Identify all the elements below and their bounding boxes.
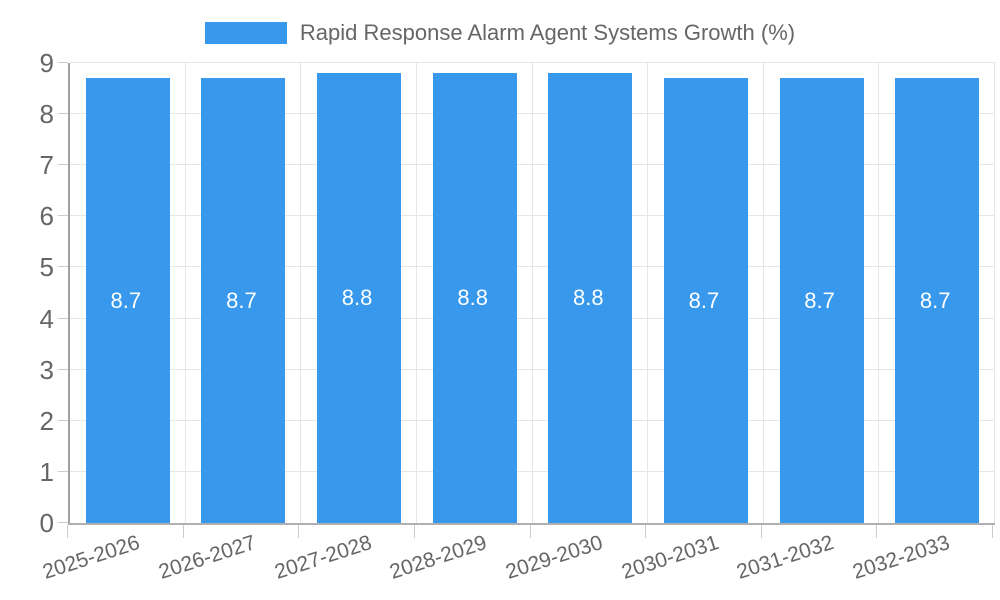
y-tick-label: 7	[39, 150, 54, 181]
y-tick-mark	[58, 62, 68, 63]
y-tick-mark	[58, 419, 68, 421]
legend[interactable]: Rapid Response Alarm Agent Systems Growt…	[0, 20, 1000, 46]
x-tick-mark	[760, 525, 762, 538]
y-tick-label: 4	[39, 303, 54, 334]
y-tick-label: 2	[39, 405, 54, 436]
legend-swatch	[204, 22, 287, 44]
y-gridline	[70, 317, 995, 319]
x-tick-label: 2028-2029	[387, 531, 490, 584]
bar-2027-2028[interactable]	[317, 73, 402, 523]
x-gridline	[531, 63, 533, 523]
y-tick-mark	[58, 113, 68, 115]
y-tick-label: 1	[39, 456, 54, 487]
y-tick-label: 5	[39, 252, 54, 283]
x-gridline	[184, 63, 186, 523]
x-tick-label: 2030-2031	[618, 531, 722, 584]
x-tick-mark	[298, 525, 300, 538]
y-tick-label: 6	[39, 201, 54, 232]
y-tick-label: 8	[39, 99, 54, 130]
x-tick-mark	[645, 525, 647, 538]
x-tick-label: 2025-2026	[40, 531, 143, 584]
y-tick-mark	[58, 266, 68, 268]
x-gridline	[415, 63, 417, 523]
y-gridline	[70, 368, 995, 370]
y-tick-label: 0	[39, 508, 54, 538]
bar-2025-2026[interactable]	[85, 78, 170, 523]
x-tick-mark	[876, 525, 878, 538]
y-tick-mark	[58, 164, 68, 166]
x-gridline	[994, 63, 995, 523]
x-tick-mark	[67, 525, 68, 538]
bar-2029-2030[interactable]	[548, 73, 633, 523]
x-tick-label: 2027-2028	[271, 531, 375, 584]
x-gridline	[878, 63, 880, 523]
y-tick-mark	[58, 522, 68, 523]
bar-2028-2029[interactable]	[432, 73, 517, 523]
y-tick-mark	[58, 215, 68, 217]
x-tick-label: 2031-2032	[734, 531, 837, 584]
y-tick-label: 9	[39, 48, 54, 78]
x-tick-mark	[992, 525, 993, 538]
y-gridline	[70, 470, 995, 472]
y-tick-label: 3	[39, 354, 54, 385]
x-tick-mark	[529, 525, 531, 538]
y-gridline	[70, 164, 995, 166]
bar-chart-plot-area	[68, 62, 995, 525]
y-tick-mark	[58, 368, 68, 370]
y-tick-mark	[58, 317, 68, 319]
x-gridline	[762, 63, 764, 523]
x-gridline	[300, 63, 302, 523]
x-tick-mark	[182, 525, 184, 538]
y-tick-mark	[58, 470, 68, 472]
y-gridline	[70, 62, 995, 63]
x-tick-label: 2032-2033	[849, 531, 953, 584]
bar-2031-2032[interactable]	[779, 78, 864, 523]
bar-2030-2031[interactable]	[663, 78, 748, 523]
bar-2032-2033[interactable]	[895, 78, 980, 523]
x-gridline	[647, 63, 649, 523]
x-tick-label: 2026-2027	[155, 531, 259, 584]
x-tick-label: 2029-2030	[502, 531, 606, 584]
legend-label: Rapid Response Alarm Agent Systems Growt…	[299, 20, 796, 45]
y-gridline	[70, 215, 995, 217]
y-gridline	[70, 419, 995, 421]
x-tick-mark	[413, 525, 415, 538]
y-gridline	[70, 113, 995, 115]
y-gridline	[70, 266, 995, 268]
bar-2026-2027[interactable]	[201, 78, 286, 523]
